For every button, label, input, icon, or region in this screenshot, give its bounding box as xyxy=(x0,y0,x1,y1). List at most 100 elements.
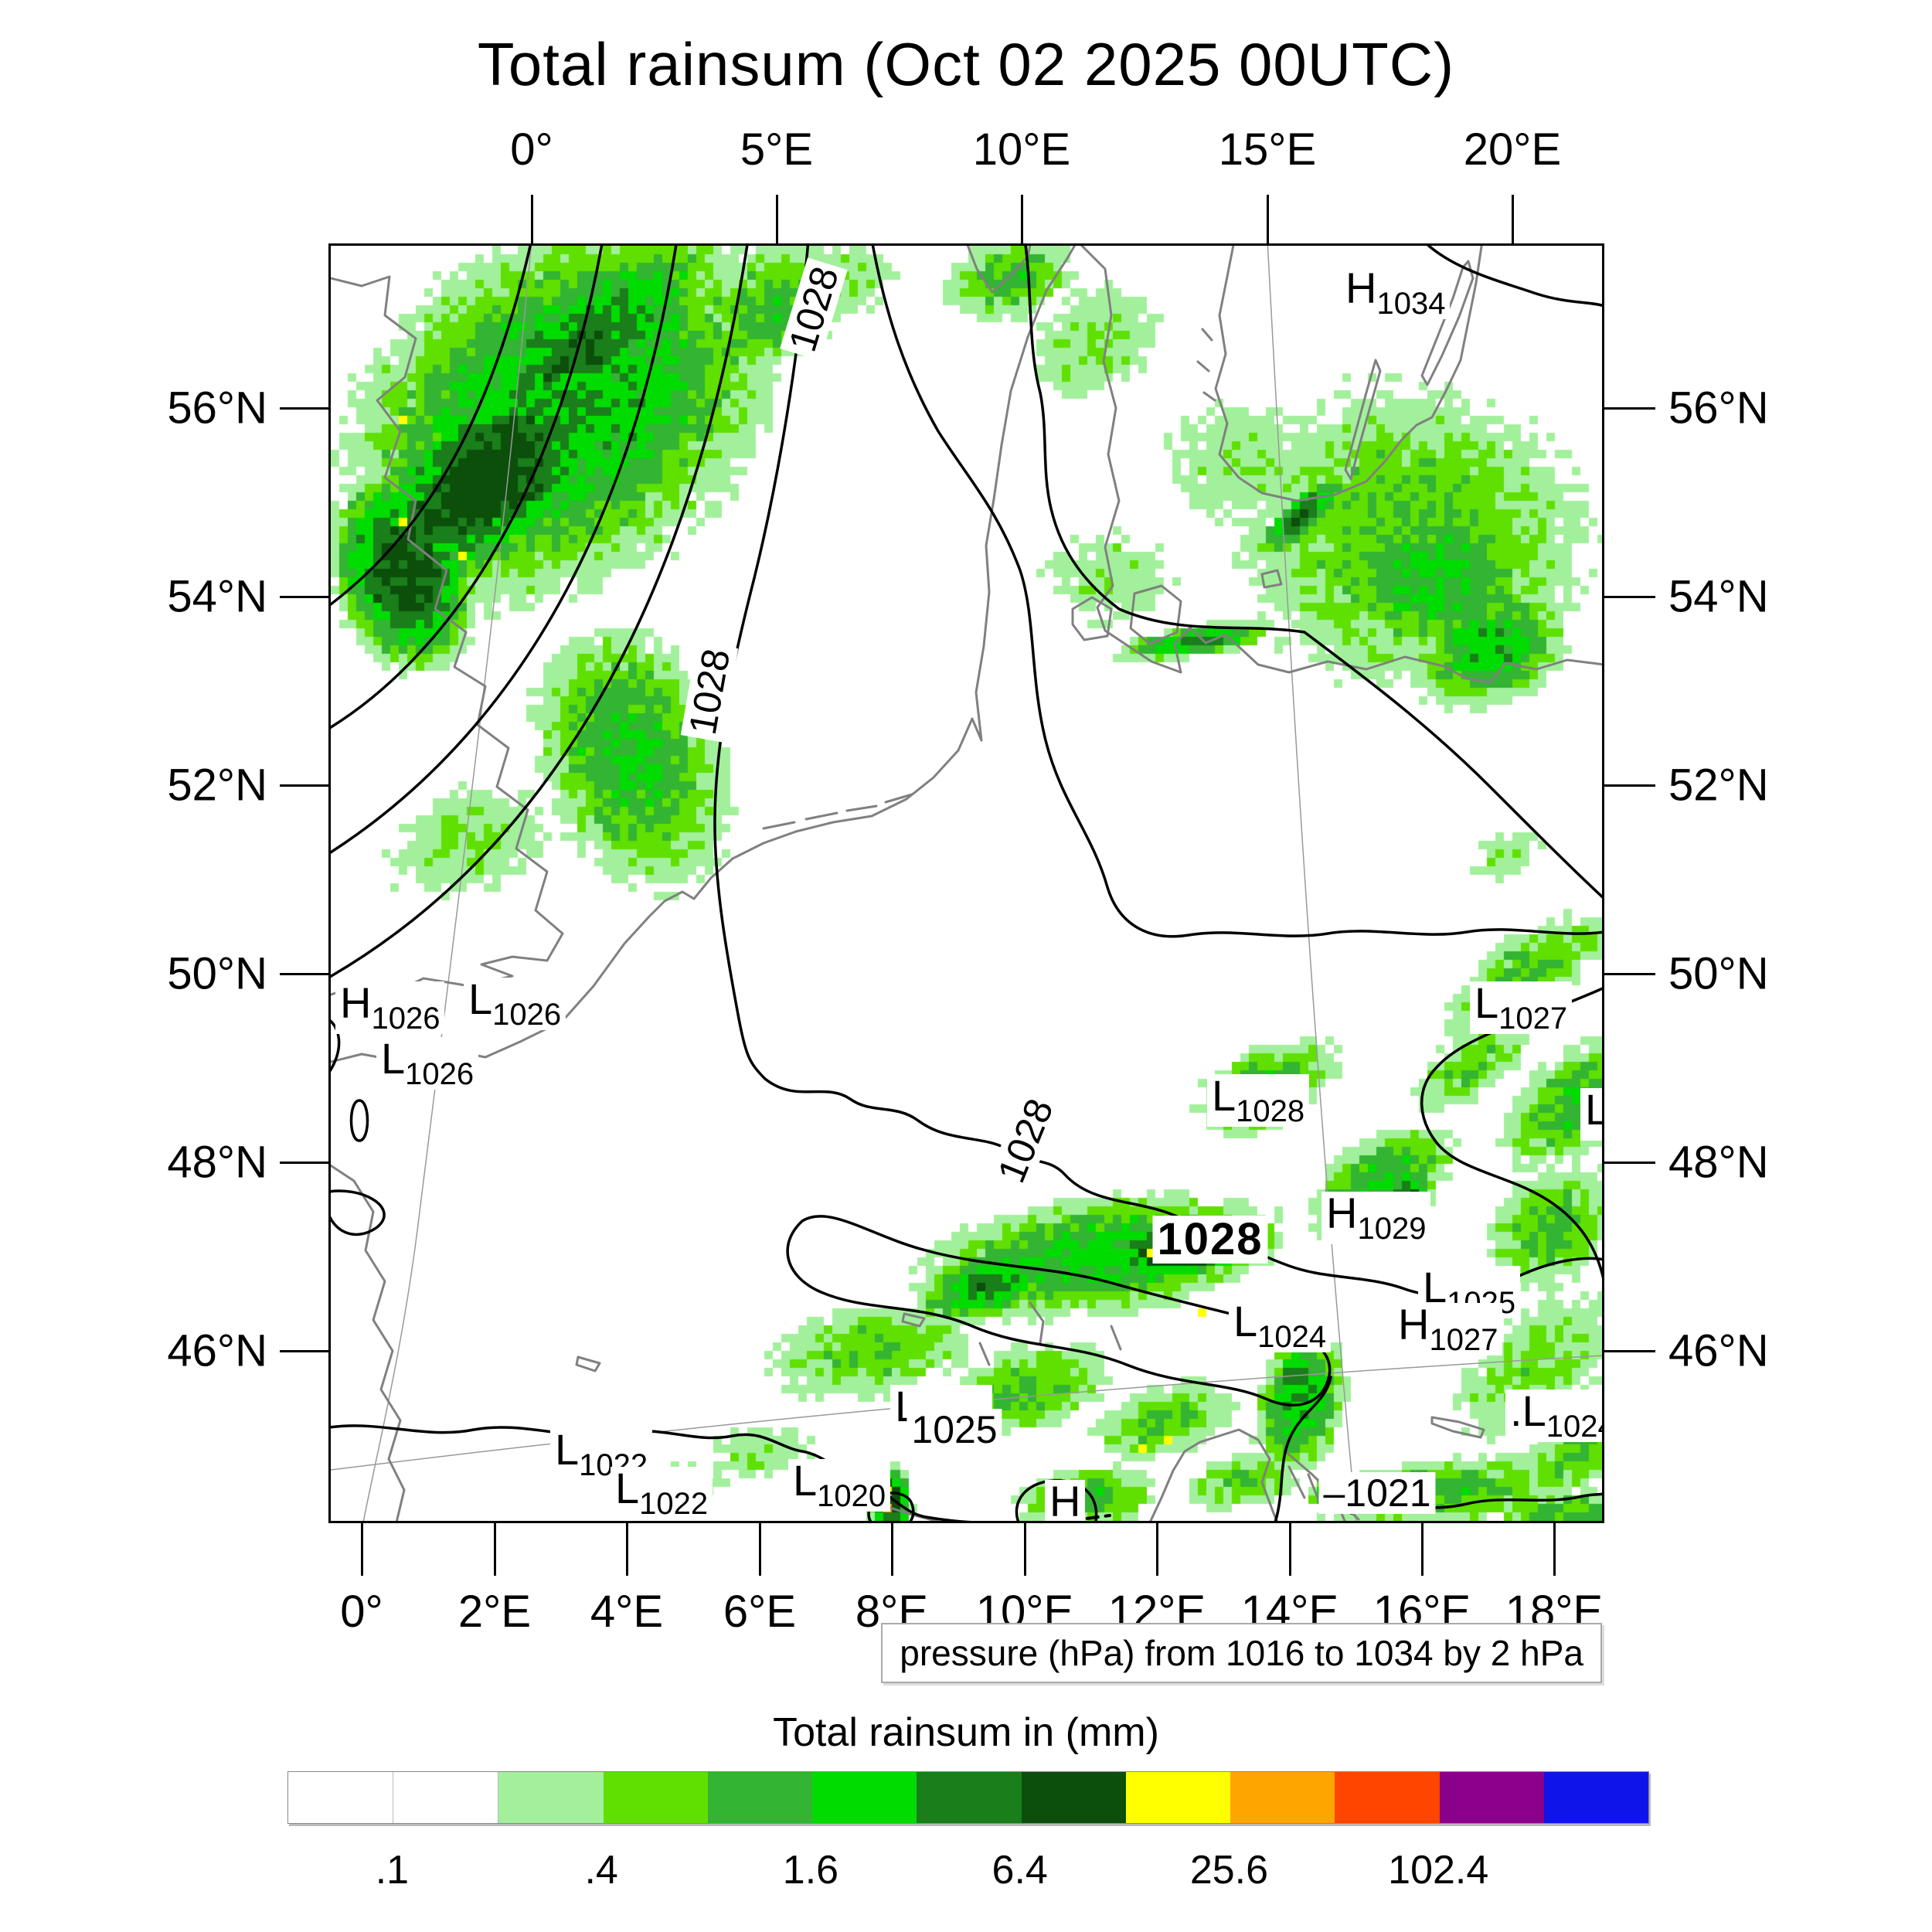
contour-value-label: 1028 xyxy=(1152,1216,1268,1264)
coastline-path xyxy=(1196,328,1216,402)
coastline-path xyxy=(1214,246,1483,502)
left-tick xyxy=(280,1350,331,1352)
coastline-path xyxy=(1127,626,1602,684)
top-tick xyxy=(1512,195,1514,246)
top-tick xyxy=(1267,195,1269,246)
bottom-tick-label: 0° xyxy=(340,1587,383,1637)
colorbar-tick-label: 102.4 xyxy=(1388,1848,1489,1893)
coastline-path xyxy=(966,246,1032,294)
isobar-path xyxy=(331,246,604,730)
lat-tick-label: 54°N xyxy=(1668,571,1769,622)
left-tick xyxy=(280,973,331,975)
lat-tick-label: 50°N xyxy=(167,948,267,999)
bottom-tick xyxy=(1024,1523,1026,1576)
contour-value-label: –1021 xyxy=(1318,1472,1436,1514)
isobar-path xyxy=(331,246,678,854)
bottom-tick xyxy=(1421,1523,1423,1576)
isobar-path xyxy=(331,1019,341,1073)
colorbar-cell xyxy=(812,1772,917,1823)
bottom-tick xyxy=(1156,1523,1158,1576)
isobar-path xyxy=(1427,246,1602,308)
lat-tick-label: 52°N xyxy=(167,760,267,811)
colorbar-cell xyxy=(1230,1772,1335,1823)
top-tick xyxy=(531,195,533,246)
isobar-path xyxy=(331,1189,386,1236)
lat-tick-label: 54°N xyxy=(167,571,267,622)
pressure-center-label: H1034 xyxy=(1341,267,1451,319)
bottom-tick xyxy=(1289,1523,1291,1576)
coastline-path xyxy=(1344,359,1382,481)
isobar-path xyxy=(867,1492,915,1521)
isobar-path xyxy=(331,1424,971,1521)
coastline-path xyxy=(762,793,913,830)
colorbar-cell xyxy=(1335,1772,1440,1823)
right-tick xyxy=(1604,596,1655,598)
pressure-center-label: H1027 xyxy=(1393,1303,1503,1355)
colorbar-tick-label: 1.6 xyxy=(782,1848,839,1893)
colorbar-tick-label: 6.4 xyxy=(992,1848,1048,1893)
right-tick xyxy=(1604,1162,1655,1164)
top-tick-label: 20°E xyxy=(1463,124,1562,175)
coastline-path xyxy=(1080,246,1130,648)
isobar-path xyxy=(349,1099,369,1142)
isobar-path xyxy=(331,246,532,607)
bottom-tick xyxy=(494,1523,496,1576)
contour-value-label: 1025 xyxy=(906,1409,1002,1451)
colorbar-cell xyxy=(288,1772,394,1823)
colorbar-cell xyxy=(917,1772,1022,1823)
gridline-path xyxy=(331,1355,1602,1471)
pressure-center-label: H xyxy=(1045,1480,1086,1521)
right-tick xyxy=(1604,784,1655,787)
coastline-path xyxy=(1420,260,1475,386)
colorbar-cell xyxy=(1543,1772,1649,1823)
gridline-path xyxy=(1267,246,1357,1521)
top-tick xyxy=(776,195,778,246)
bottom-tick xyxy=(759,1523,761,1576)
lat-tick-label: 48°N xyxy=(167,1137,267,1188)
right-tick xyxy=(1604,1350,1655,1352)
left-tick xyxy=(280,1162,331,1164)
top-tick-label: 10°E xyxy=(972,124,1071,175)
isobar-path xyxy=(713,246,1602,1297)
lat-tick-label: 56°N xyxy=(1668,383,1769,434)
pressure-legend: pressure (hPa) from 1016 to 1034 by 2 hP… xyxy=(881,1623,1602,1683)
coastline-path xyxy=(1149,1428,1278,1521)
bottom-tick xyxy=(626,1523,628,1576)
colorbar-tick-label: .4 xyxy=(584,1848,618,1893)
pressure-center-label: L1026 xyxy=(464,978,566,1030)
top-tick-label: 15°E xyxy=(1218,124,1317,175)
colorbar-cell xyxy=(707,1772,813,1823)
top-tick xyxy=(1021,195,1023,246)
lat-tick-label: 48°N xyxy=(1668,1137,1769,1188)
colorbar-tick-label: 25.6 xyxy=(1189,1848,1269,1893)
colorbar-cell xyxy=(1125,1772,1231,1823)
bottom-tick xyxy=(891,1523,893,1576)
right-tick xyxy=(1604,407,1655,410)
pressure-center-label: .L1024 xyxy=(1505,1389,1602,1442)
right-tick xyxy=(1604,973,1655,975)
colorbar-tick-label: .1 xyxy=(375,1848,410,1893)
bottom-tick-label: 2°E xyxy=(457,1587,532,1637)
lat-tick-label: 46°N xyxy=(1668,1325,1769,1376)
isobar-path xyxy=(331,246,749,978)
top-tick-label: 5°E xyxy=(740,124,814,175)
pressure-center-label: L10 xyxy=(1580,1088,1602,1141)
map-plot-area: H1034H1026L1026L1026L1027L1028H1029L1025… xyxy=(328,243,1604,1523)
colorbar-cell xyxy=(498,1772,604,1823)
colorbar-title: Total rainsum in (mm) xyxy=(773,1710,1159,1755)
bottom-tick-label: 4°E xyxy=(590,1587,664,1637)
page-title: Total rainsum (Oct 02 2025 00UTC) xyxy=(477,30,1455,98)
left-tick xyxy=(280,596,331,598)
pressure-center-label: L1022 xyxy=(611,1467,713,1519)
left-tick xyxy=(280,407,331,410)
coastline-path xyxy=(331,275,564,998)
gridline-path xyxy=(362,246,532,1521)
lat-tick-label: 56°N xyxy=(167,383,267,434)
isobar-path xyxy=(1024,246,1602,899)
colorbar-cell xyxy=(603,1772,708,1823)
pressure-center-label: L1026 xyxy=(376,1037,479,1090)
bottom-tick xyxy=(1553,1523,1556,1576)
lat-tick-label: 50°N xyxy=(1668,948,1769,999)
colorbar-cell xyxy=(1021,1772,1126,1823)
